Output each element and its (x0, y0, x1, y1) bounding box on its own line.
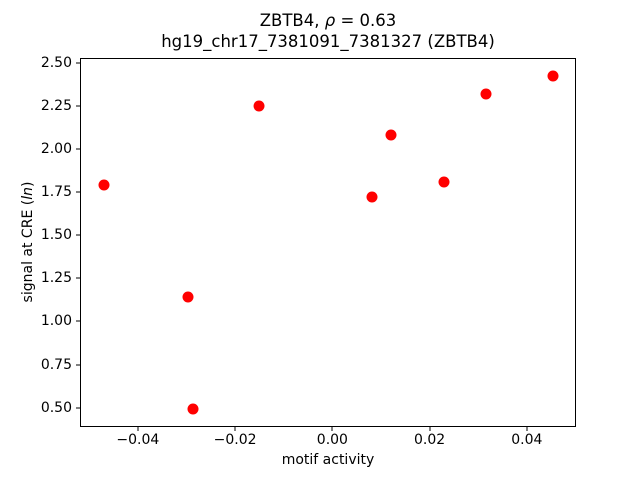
scatter-point (547, 70, 559, 82)
y-axis-tick (76, 105, 81, 107)
y-axis-tick-label: 0.75 (40, 356, 72, 373)
y-axis-tick-label: 1.00 (40, 313, 72, 330)
y-axis-tick-label: 1.50 (40, 227, 72, 244)
x-axis-tick-label: 0.02 (414, 432, 446, 449)
x-axis-tick (429, 426, 431, 432)
chart-title-line1: ZBTB4, ρ = 0.63 (80, 10, 576, 31)
x-axis-label: motif activity (281, 452, 375, 468)
x-axis-tick (234, 426, 236, 432)
scatter-point (385, 129, 397, 141)
y-axis-tick-label: 2.25 (40, 97, 72, 114)
y-axis-tick-label: 2.50 (40, 54, 72, 71)
y-axis-tick-label: 1.75 (40, 183, 72, 200)
x-axis-tick-label: −0.02 (213, 432, 257, 449)
y-axis-tick (76, 364, 81, 366)
x-axis-tick-label: 0.04 (511, 432, 543, 449)
scatter-point (98, 179, 110, 191)
y-axis-tick (76, 62, 81, 64)
y-axis-label-text: signal at CRE ( (20, 199, 36, 303)
y-axis-tick (76, 407, 81, 409)
rho-symbol: ρ (324, 11, 336, 30)
scatter-point (253, 100, 265, 112)
scatter-point (182, 291, 194, 303)
y-axis-tick (76, 191, 81, 193)
y-axis-label-close: ) (20, 181, 36, 188)
y-axis-tick (76, 277, 81, 279)
scatter-point (366, 191, 378, 203)
scatter-point (480, 88, 492, 100)
x-axis-tick-label: 0.00 (316, 432, 348, 449)
plot-area: −0.04 −0.02 0.00 0.02 0.04 0.50 0.75 1.00 1.25 1.… (41, 56, 576, 447)
y-axis-tick-label: 1.25 (40, 270, 72, 287)
x-axis-tick (137, 426, 139, 432)
scatter-point (187, 403, 199, 415)
y-axis-tick-label: 2.00 (40, 140, 72, 157)
scatter-point (438, 176, 450, 188)
y-axis-tick-label: 0.50 (40, 399, 72, 416)
y-axis-tick (76, 234, 81, 236)
x-axis-tick-label: −0.04 (116, 432, 160, 449)
y-axis-tick (76, 148, 81, 150)
y-axis-tick (76, 320, 81, 322)
chart-title-line2: hg19_chr17_7381091_7381327 (ZBTB4) (161, 32, 495, 51)
x-axis-tick (331, 426, 333, 432)
y-axis-label-italic: ln (20, 187, 36, 200)
chart-title: ZBTB4, ρ = 0.63 hg19_chr17_7381091_73813… (80, 10, 576, 52)
title-gene-prefix: ZBTB4, (259, 11, 325, 30)
x-axis-tick (526, 426, 528, 432)
title-rho-value: = 0.63 (335, 11, 397, 30)
